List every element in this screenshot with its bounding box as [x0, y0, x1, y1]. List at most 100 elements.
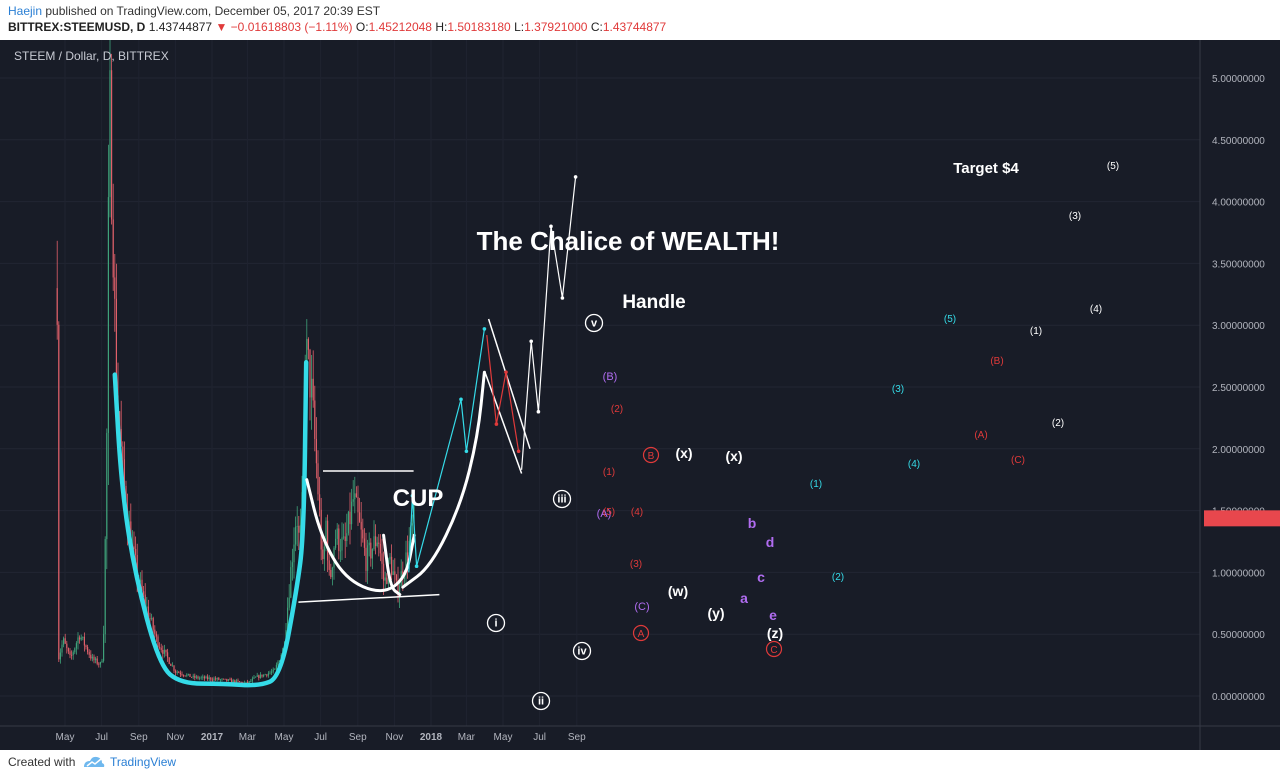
- candle-body: [327, 520, 329, 561]
- projection-white: [521, 176, 577, 470]
- candle-body: [386, 577, 388, 584]
- candle-body: [247, 681, 249, 684]
- chart-area[interactable]: The Chalice of WEALTH! CUP Handle Target $4…: [0, 40, 1280, 750]
- projection-dot: [482, 327, 487, 331]
- candle-body: [256, 675, 258, 677]
- candle-body: [79, 637, 81, 640]
- wave-red-circle: [632, 624, 650, 642]
- candle-body: [69, 651, 71, 655]
- candle-body: [235, 680, 237, 684]
- candle-body: [216, 678, 218, 680]
- candle-body: [205, 676, 207, 679]
- candle-body: [275, 664, 277, 669]
- projection-red-label: (C): [1011, 455, 1025, 466]
- candle-body: [322, 549, 324, 560]
- high-label: H:: [435, 20, 448, 34]
- candle-body: [189, 673, 191, 677]
- candle-body: [104, 539, 106, 635]
- author-link[interactable]: Haejin: [8, 4, 43, 18]
- candle-body: [352, 499, 354, 502]
- candle-body: [325, 520, 327, 547]
- inner-handle-curve: [382, 533, 402, 597]
- candle-body: [210, 677, 212, 680]
- candle-body: [287, 607, 289, 630]
- candle-body: [211, 679, 213, 681]
- candle-body: [143, 591, 145, 595]
- projection-cyan-label: (2): [832, 572, 844, 583]
- candle-body: [330, 569, 332, 578]
- candle-body: [120, 429, 122, 447]
- x-tick-label: Sep: [130, 732, 148, 743]
- wave-red-label: (4): [631, 507, 643, 518]
- candle-body: [349, 511, 351, 525]
- candle-body: [61, 644, 63, 653]
- candle-body: [192, 675, 194, 678]
- wave-roman-circle: [531, 691, 551, 711]
- candle-body: [207, 676, 209, 679]
- projection-dot: [573, 175, 578, 179]
- candle-body: [232, 680, 234, 683]
- projection-cyan: [408, 328, 485, 573]
- candle-body: [162, 649, 164, 654]
- candle-body: [83, 636, 85, 646]
- candle-body: [253, 677, 255, 679]
- candle-body: [59, 652, 61, 660]
- chart-canvas[interactable]: The Chalice of WEALTH! CUP Handle Target $4…: [0, 40, 1280, 750]
- candle-body: [187, 673, 189, 675]
- candle-body: [191, 676, 193, 678]
- candle-body: [376, 542, 378, 547]
- wave-purple-label: b: [748, 515, 757, 531]
- candle-body: [370, 542, 372, 559]
- projection-cyan-label: (1): [810, 479, 822, 490]
- wave-red-label: (5): [603, 507, 615, 518]
- candle-body: [259, 674, 261, 679]
- candle-body: [159, 646, 161, 648]
- candle-body: [106, 432, 108, 540]
- wave-white-label: (x): [725, 448, 742, 464]
- x-tick-label: May: [494, 732, 513, 743]
- wave-white-label: (x): [675, 445, 692, 461]
- tradingview-logo-icon: [84, 756, 105, 767]
- candle-body: [274, 668, 276, 670]
- candle-body: [170, 663, 172, 666]
- wave-roman-label: iii: [557, 494, 566, 506]
- candle-body: [221, 678, 223, 680]
- wave-red-circled-label: B: [648, 451, 655, 462]
- candle-body: [227, 679, 229, 682]
- y-tick-label: 3.50000000: [1212, 259, 1265, 270]
- candle-body: [213, 678, 215, 681]
- candle-body: [291, 562, 293, 568]
- x-tick-label: Sep: [349, 732, 367, 743]
- candle-body: [133, 546, 135, 550]
- projection-dot: [529, 339, 533, 344]
- candle-body: [122, 446, 124, 460]
- wave-roman-label: iv: [577, 646, 587, 658]
- candle-body: [95, 658, 97, 661]
- candle-body: [183, 674, 185, 676]
- price-tag-bg: [1204, 510, 1280, 527]
- tradingview-link[interactable]: TradingView: [110, 755, 177, 769]
- candle-body: [293, 544, 295, 563]
- wave-purple-label: d: [766, 534, 775, 550]
- candle-body: [202, 676, 204, 678]
- candle-body: [58, 324, 60, 660]
- close-label: C:: [590, 20, 603, 34]
- candle-body: [355, 493, 357, 498]
- candle-body: [149, 618, 151, 620]
- x-tick-label: Nov: [167, 732, 185, 743]
- candle-body: [399, 585, 401, 596]
- candle-body: [258, 675, 260, 679]
- wave-purple-label: a: [740, 590, 748, 606]
- candle-body: [331, 567, 333, 578]
- x-tick-label: 2017: [201, 732, 224, 743]
- annotation-handle: Handle: [622, 292, 685, 313]
- y-tick-label: 2.50000000: [1212, 383, 1265, 394]
- wave-roman-label: i: [494, 618, 497, 630]
- candle-body: [405, 552, 407, 575]
- publish-info: published on TradingView.com, December 0…: [45, 4, 381, 18]
- candle-body: [111, 70, 113, 220]
- candle-body: [362, 529, 364, 539]
- wave-roman-circle: [552, 489, 572, 509]
- candle-body: [226, 678, 228, 682]
- wave-roman-circle: [572, 641, 592, 661]
